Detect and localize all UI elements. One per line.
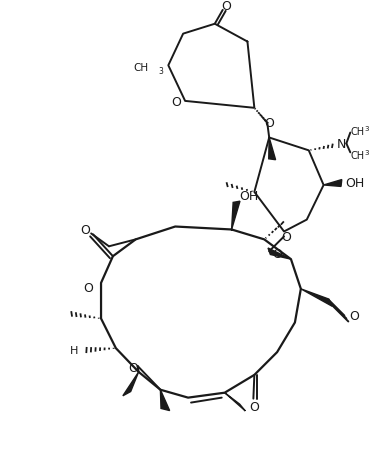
- Polygon shape: [324, 180, 342, 187]
- Text: 3: 3: [158, 66, 163, 76]
- Text: O: O: [80, 223, 90, 237]
- Text: CH: CH: [133, 63, 149, 73]
- Text: N: N: [336, 137, 346, 151]
- Text: O: O: [83, 282, 93, 295]
- Polygon shape: [269, 138, 276, 160]
- Text: OH: OH: [345, 176, 365, 189]
- Polygon shape: [160, 390, 170, 411]
- Text: OH: OH: [240, 190, 259, 203]
- Text: O: O: [264, 117, 274, 130]
- Polygon shape: [268, 248, 291, 260]
- Text: O: O: [129, 362, 139, 374]
- Polygon shape: [301, 289, 332, 307]
- Text: O: O: [349, 309, 359, 322]
- Text: CH: CH: [350, 151, 365, 161]
- Text: O: O: [171, 96, 181, 109]
- Polygon shape: [123, 372, 139, 396]
- Polygon shape: [232, 202, 240, 230]
- Text: H: H: [70, 345, 78, 355]
- Text: CH: CH: [350, 126, 365, 136]
- Polygon shape: [225, 393, 245, 411]
- Text: 3: 3: [364, 150, 368, 156]
- Text: O: O: [272, 247, 282, 260]
- Text: O: O: [249, 400, 259, 413]
- Text: O: O: [222, 0, 232, 13]
- Text: 3: 3: [364, 125, 368, 131]
- Text: O: O: [281, 230, 291, 243]
